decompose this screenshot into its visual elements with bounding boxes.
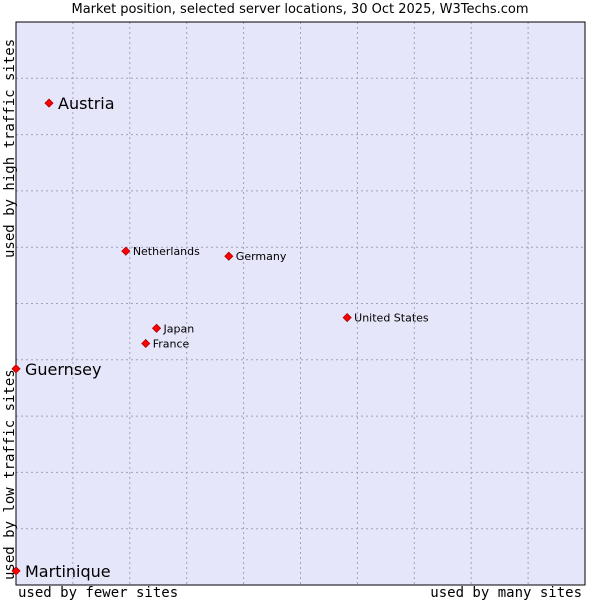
x-axis-label-left: used by fewer sites xyxy=(18,585,178,600)
point-netherlands: Netherlands xyxy=(121,245,200,258)
data-points: Austria Netherlands Germany United States Ja… xyxy=(11,94,429,581)
point-label: Germany xyxy=(236,250,287,263)
point-martinique: Martinique xyxy=(11,562,111,581)
point-germany: Germany xyxy=(224,250,287,263)
point-marker xyxy=(11,364,21,374)
point-label: Austria xyxy=(58,94,115,113)
point-label: France xyxy=(153,337,190,350)
grid-lines xyxy=(16,22,585,585)
point-marker xyxy=(224,251,234,261)
point-label: Netherlands xyxy=(133,245,200,258)
point-united-states: United States xyxy=(342,312,429,325)
point-austria: Austria xyxy=(44,94,115,113)
point-france: France xyxy=(141,337,190,350)
point-marker xyxy=(11,566,21,576)
point-marker xyxy=(44,98,54,108)
point-japan: Japan xyxy=(151,322,195,335)
point-marker xyxy=(121,246,131,256)
point-marker xyxy=(342,313,352,323)
point-label: Martinique xyxy=(25,562,111,581)
point-label: Japan xyxy=(163,322,195,335)
point-guernsey: Guernsey xyxy=(11,360,101,379)
point-label: United States xyxy=(354,312,429,325)
point-label: Guernsey xyxy=(25,360,101,379)
y-axis-label-bottom: used by low traffic sites xyxy=(2,369,18,580)
y-axis-label-top: used by high traffic sites xyxy=(2,39,18,258)
point-marker xyxy=(151,323,162,333)
x-axis-label-right: used by many sites xyxy=(430,585,582,600)
plot-frame xyxy=(15,21,586,586)
point-marker xyxy=(141,338,151,349)
chart-title: Market position, selected server locatio… xyxy=(71,2,529,17)
